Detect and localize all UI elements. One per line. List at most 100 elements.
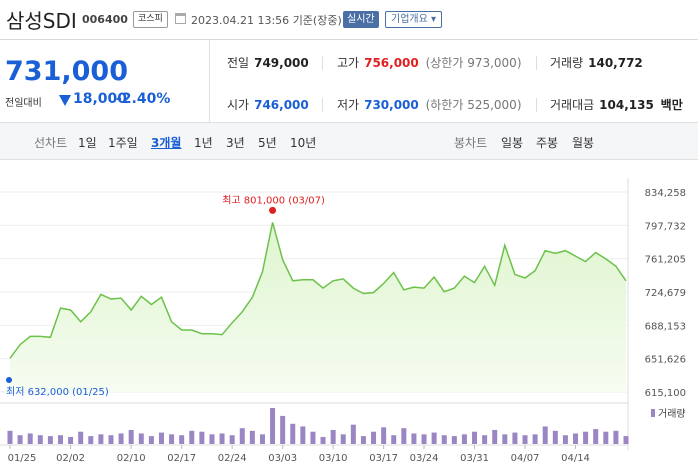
- line-chart-label: 선차트: [34, 136, 68, 150]
- volume-bar: [138, 433, 144, 444]
- volume-bar: [7, 430, 13, 444]
- x-tick-label: 02/17: [167, 453, 196, 464]
- volume-bar: [179, 435, 185, 444]
- current-price: 731,000: [5, 56, 128, 87]
- y-tick-label: 615,100: [645, 388, 686, 399]
- volume-bar: [583, 431, 589, 444]
- company-info-button[interactable]: 기업개요 ▾: [385, 11, 443, 28]
- volume-bar: [290, 423, 296, 444]
- volume-bar: [381, 427, 387, 444]
- y-tick-label: 724,679: [645, 288, 686, 299]
- volume-bar: [562, 435, 568, 444]
- period-5y[interactable]: 5년: [258, 136, 277, 150]
- divider: [536, 98, 537, 112]
- volume-bar: [502, 434, 508, 444]
- change-percent: -2.40%: [116, 91, 171, 107]
- volume-legend-label: 거래량: [658, 408, 686, 420]
- volume-bar: [451, 436, 457, 444]
- volume-bar: [209, 434, 215, 444]
- period-1d[interactable]: 1일: [78, 136, 97, 150]
- volume-bar: [300, 426, 306, 444]
- volume-bar: [17, 435, 23, 444]
- candle-weekly[interactable]: 주봉: [536, 136, 559, 150]
- x-tick-label: 03/24: [410, 453, 439, 464]
- chevron-down-icon: ▾: [431, 14, 437, 25]
- volume-bar: [280, 415, 286, 444]
- x-tick-label: 03/10: [319, 453, 348, 464]
- min-marker: [6, 377, 12, 383]
- down-arrow-icon: [59, 95, 71, 106]
- volume-bar: [492, 429, 498, 444]
- volume-bar: [532, 434, 538, 444]
- volume-bar: [623, 436, 629, 444]
- volume-bar: [310, 431, 316, 444]
- volume-bar: [78, 431, 84, 444]
- price-line: [9, 222, 627, 359]
- volume-bar: [421, 434, 427, 444]
- x-tick-label: 02/02: [56, 453, 85, 464]
- volume-bar: [512, 432, 518, 444]
- x-tick-label: 03/03: [268, 453, 297, 464]
- candle-chart-label: 봉차트: [454, 136, 488, 150]
- volume-bar: [148, 436, 154, 444]
- volume-bar: [27, 433, 33, 444]
- calendar-icon: [175, 13, 186, 24]
- y-tick-label: 797,732: [645, 221, 686, 232]
- volume-bar: [118, 433, 124, 444]
- volume-bar: [239, 428, 245, 444]
- volume-bar: [472, 431, 478, 444]
- volume-bar: [441, 435, 447, 444]
- volume: 거래량 140,772: [550, 56, 643, 70]
- period-10y[interactable]: 10년: [290, 136, 317, 150]
- divider: [536, 56, 537, 70]
- x-tick-label: 01/25: [8, 453, 37, 464]
- volume-legend-swatch: [651, 409, 655, 417]
- volume-bar: [229, 435, 235, 444]
- max-marker: [269, 206, 277, 214]
- volume-bar: [199, 431, 205, 444]
- max-annotation: 최고 801,000 (03/07): [222, 194, 325, 206]
- x-tick-label: 02/24: [218, 453, 247, 464]
- volume-bar: [542, 426, 548, 444]
- candle-daily[interactable]: 일봉: [501, 136, 524, 150]
- quote-datetime: 2023.04.21 13:56 기준(장중): [191, 14, 342, 27]
- volume-bar: [169, 434, 175, 444]
- y-tick-label: 688,153: [645, 321, 686, 332]
- change-value: 18,000: [73, 91, 128, 107]
- stock-header: 삼성SDI 006400 코스피 2023.04.21 13:56 기준(장중)…: [0, 0, 698, 40]
- volume-bar: [340, 434, 346, 444]
- volume-bar: [552, 430, 558, 444]
- trade-amount: 거래대금 104,135 백만: [550, 98, 683, 112]
- period-3m[interactable]: 3개월: [151, 136, 182, 150]
- open-price: 시가 746,000: [227, 98, 309, 112]
- prev-close: 전일 749,000: [227, 56, 309, 70]
- x-tick-label: 02/10: [117, 453, 146, 464]
- period-3y[interactable]: 3년: [226, 136, 245, 150]
- volume-bar: [593, 429, 599, 444]
- volume-bar: [522, 435, 528, 444]
- volume-bar: [88, 436, 94, 444]
- price-area: [10, 222, 626, 392]
- volume-bar: [350, 424, 356, 444]
- market-badge: 코스피: [133, 11, 168, 28]
- change-label: 전일대비: [5, 98, 42, 109]
- min-annotation: 최저 632,000 (01/25): [6, 386, 109, 398]
- divider: [322, 56, 323, 70]
- volume-bar: [320, 436, 326, 444]
- realtime-button[interactable]: 실시간: [343, 11, 379, 28]
- volume-bar: [603, 431, 609, 444]
- volume-bar: [189, 430, 195, 444]
- volume-bar: [613, 430, 619, 444]
- x-tick-label: 04/14: [561, 453, 590, 464]
- volume-bar: [330, 429, 336, 444]
- y-tick-label: 651,626: [645, 355, 686, 366]
- volume-bar: [401, 428, 407, 444]
- volume-bar: [371, 431, 377, 444]
- day-low: 저가 730,000 (하한가 525,000): [337, 98, 522, 112]
- candle-monthly[interactable]: 월봉: [572, 136, 595, 150]
- volume-bar: [158, 432, 164, 444]
- period-1y[interactable]: 1년: [194, 136, 213, 150]
- period-1w[interactable]: 1주일: [108, 136, 138, 150]
- volume-bar: [47, 436, 53, 444]
- volume-bar: [391, 435, 397, 444]
